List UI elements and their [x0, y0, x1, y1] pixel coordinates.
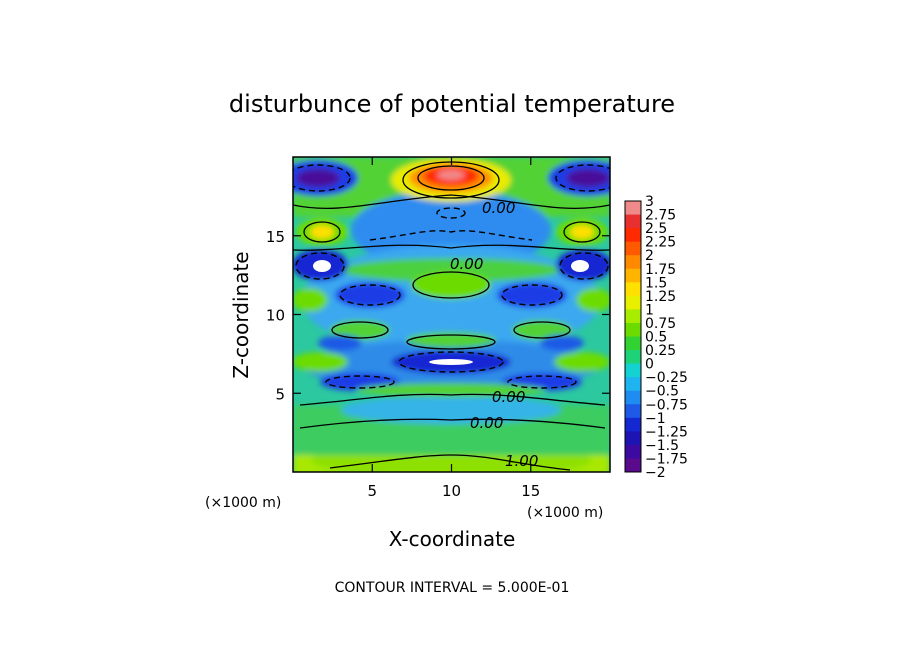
- colorbar-tick-label: 0: [645, 357, 654, 373]
- contour-label: 1.00: [505, 452, 538, 470]
- colorbar-swatch: [625, 241, 641, 256]
- colorbar-swatch: [625, 431, 641, 446]
- x-unit-label-right: (×1000 m): [527, 505, 603, 521]
- x-tick-label: 10: [442, 482, 461, 500]
- x-axis-label: X-coordinate: [389, 527, 516, 551]
- colorbar-swatch: [625, 444, 641, 459]
- y-tick-label: 10: [266, 307, 285, 325]
- colorbar-swatch: [625, 417, 641, 432]
- colorbar-swatch: [625, 214, 641, 229]
- colorbar-tick-label: 2.75: [645, 208, 676, 224]
- x-axis: 5 10 15: [367, 157, 540, 500]
- colorbar-swatch: [625, 309, 641, 324]
- colorbar-swatch: [625, 268, 641, 283]
- colorbar-swatch: [625, 322, 641, 337]
- colorbar-tick-label: −1.5: [645, 438, 679, 454]
- x-unit-label-left: (×1000 m): [205, 495, 281, 511]
- colorbar-swatch: [625, 282, 641, 297]
- colorbar-tick-label: −2: [645, 465, 666, 481]
- colorbar-swatch: [625, 363, 641, 378]
- x-tick-label: 15: [521, 482, 540, 500]
- contour-label: 0.00: [470, 414, 503, 432]
- colorbar-tick-label: 3: [645, 194, 654, 210]
- colorbar-frame: [624, 200, 642, 473]
- colorbar-swatch: [625, 201, 641, 216]
- y-tick-label: 5: [275, 385, 285, 403]
- colorbar-tick-label: −0.25: [645, 370, 688, 386]
- colorbar-swatch: [625, 377, 641, 392]
- temperature-field: [293, 157, 610, 472]
- colorbar-tick-label: −1.25: [645, 424, 688, 440]
- colorbar-swatch: [625, 390, 641, 405]
- colorbar-tick-label: 0.75: [645, 316, 676, 332]
- colorbar-swatch: [625, 350, 641, 365]
- colorbar-swatch: [625, 228, 641, 243]
- colorbar-tick-label: 1.75: [645, 262, 676, 278]
- contour-labels: 0.00 0.00 0.00 0.00 1.00: [450, 199, 538, 470]
- colorbar-tick-label: 0.25: [645, 343, 676, 359]
- x-tick-label: 5: [367, 482, 377, 500]
- y-axis: 5 10 15: [266, 228, 610, 403]
- colorbar-tick-label: 1.5: [645, 275, 667, 291]
- contour-interval-note: CONTOUR INTERVAL = 5.000E-01: [335, 580, 570, 596]
- colorbar-tick-label: 1.25: [645, 289, 676, 305]
- colorbar-tick-label: 2: [645, 248, 654, 264]
- colorbar-tick-label: 2.5: [645, 221, 667, 237]
- colorbar-tick-label: 0.5: [645, 330, 667, 346]
- colorbar-swatch: [625, 458, 641, 473]
- colorbar-tick-label: 2.25: [645, 235, 676, 251]
- y-tick-label: 15: [266, 228, 285, 246]
- y-axis-label: Z-coordinate: [229, 251, 253, 378]
- colorbar-swatch: [625, 404, 641, 419]
- colorbar-swatch: [625, 336, 641, 351]
- colorbar-tick-label: −1: [645, 411, 666, 427]
- colorbar-tick-label: −0.75: [645, 397, 688, 413]
- colorbar-swatch: [625, 295, 641, 310]
- contour-label: 0.00: [482, 199, 515, 217]
- colorbar: 32.752.52.2521.751.51.2510.750.50.250−0.…: [624, 194, 688, 481]
- colorbar-swatch: [625, 255, 641, 270]
- contour-label: 0.00: [492, 388, 525, 406]
- colorbar-tick-label: −1.75: [645, 451, 688, 467]
- colorbar-tick-label: −0.5: [645, 384, 679, 400]
- contour-label: 0.00: [450, 255, 483, 273]
- chart-title: disturbunce of potential temperature: [229, 90, 675, 118]
- colorbar-tick-label: 1: [645, 302, 654, 318]
